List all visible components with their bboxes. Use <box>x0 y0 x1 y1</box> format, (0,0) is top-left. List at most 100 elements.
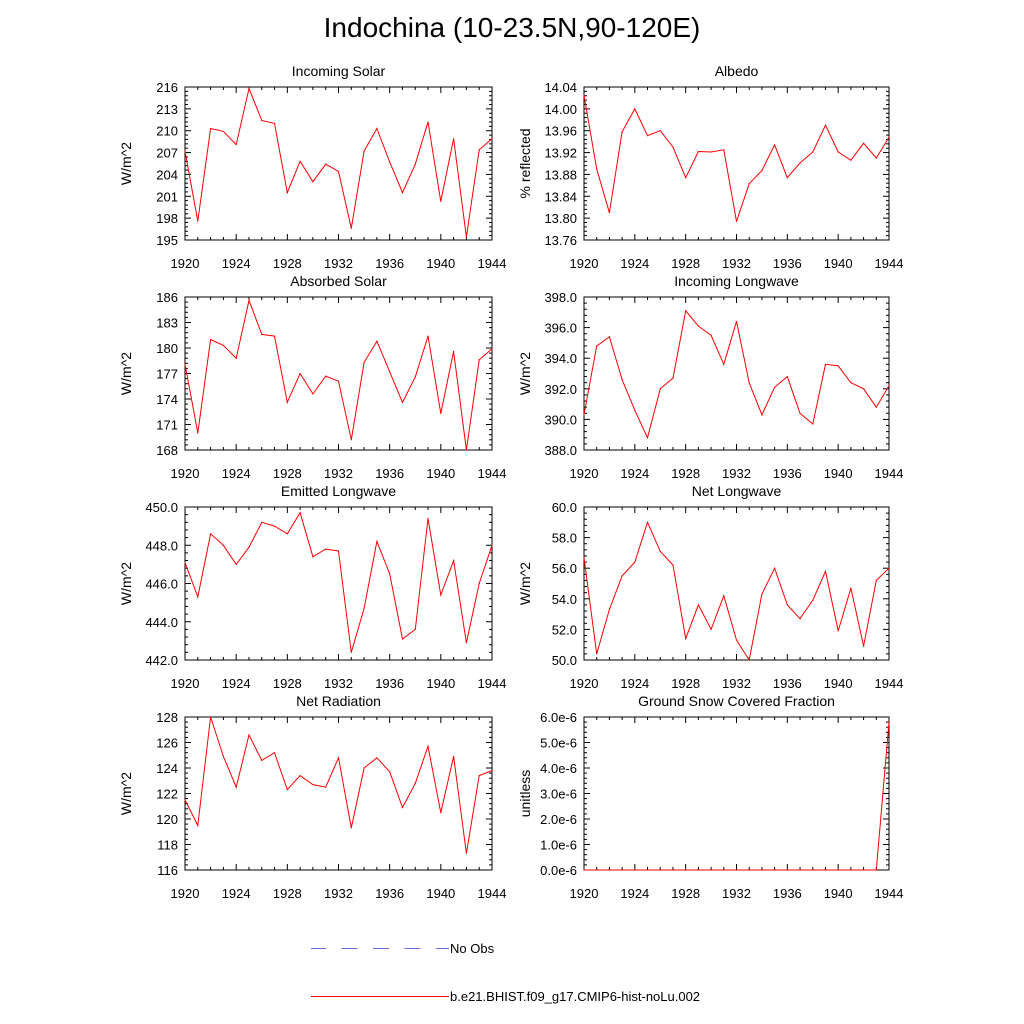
data-point <box>261 333 263 335</box>
x-tick-label: 1932 <box>722 466 751 481</box>
x-tick-label: 1928 <box>273 466 302 481</box>
data-point <box>248 87 250 90</box>
y-tick-label: 195 <box>156 233 178 248</box>
data-point <box>799 412 801 414</box>
data-point <box>596 168 598 170</box>
data-point <box>465 852 468 855</box>
data-point <box>723 363 725 365</box>
x-tick-label: 1940 <box>824 256 853 271</box>
y-tick-label: 5.0e-6 <box>540 736 577 751</box>
data-point <box>363 767 365 769</box>
data-point <box>608 212 611 214</box>
data-point <box>697 325 699 327</box>
data-point <box>209 716 212 718</box>
data-point <box>735 320 738 323</box>
data-point <box>786 177 788 179</box>
y-tick-label: 446.0 <box>145 577 178 592</box>
data-point <box>837 630 839 632</box>
data-point <box>325 548 327 550</box>
data-point <box>376 540 378 543</box>
x-tick-label: 1920 <box>570 886 599 901</box>
data-point <box>824 570 827 572</box>
data-point <box>465 236 468 238</box>
data-point <box>583 414 585 416</box>
plot-frame <box>184 86 493 241</box>
data-point <box>209 533 212 535</box>
x-tick-label: 1936 <box>375 886 404 901</box>
data-point <box>812 869 814 871</box>
data-point <box>184 363 186 365</box>
y-tick-label: 3.0e-6 <box>540 787 577 802</box>
data-point <box>672 564 674 566</box>
data-point <box>427 517 429 520</box>
y-tick-label: 186 <box>156 290 178 305</box>
figure-title: Indochina (10-23.5N,90-120E) <box>323 12 701 43</box>
x-tick-label: 1932 <box>722 676 751 691</box>
data-point <box>837 151 839 153</box>
data-point <box>414 376 416 378</box>
data-point <box>478 775 480 777</box>
y-tick-label: 13.92 <box>544 146 577 161</box>
data-point <box>453 559 455 562</box>
data-point <box>478 582 480 585</box>
data-point <box>197 432 199 434</box>
x-tick-label: 1932 <box>324 886 353 901</box>
x-tick-label: 1936 <box>773 466 802 481</box>
y-tick-label: 183 <box>156 316 178 331</box>
y-tick-label: 394.0 <box>544 351 577 366</box>
data-point <box>401 401 404 403</box>
y-tick-label: 204 <box>156 167 178 182</box>
data-point <box>685 177 687 179</box>
data-point <box>774 869 776 871</box>
data-point <box>478 359 480 361</box>
panel-title: Absorbed Solar <box>290 273 387 289</box>
data-point <box>376 340 378 342</box>
x-tick-label: 1944 <box>478 886 507 901</box>
x-tick-label: 1920 <box>171 676 200 691</box>
data-point <box>389 771 391 773</box>
legend-entry-model: b.e21.BHIST.f09_g17.CMIP6-hist-noLu.002 <box>311 989 700 1004</box>
data-point <box>401 638 404 640</box>
series-line <box>184 298 493 451</box>
x-tick-label: 1944 <box>478 466 507 481</box>
data-point <box>427 121 429 123</box>
data-point <box>824 363 827 365</box>
y-tick-label: 120 <box>156 812 178 827</box>
data-point <box>875 157 877 159</box>
data-point <box>862 142 865 144</box>
data-point <box>888 136 890 138</box>
data-point <box>862 388 865 390</box>
data-point <box>862 645 865 647</box>
data-point <box>774 386 776 388</box>
data-point <box>608 608 611 611</box>
data-point <box>184 799 186 801</box>
data-point <box>875 579 877 582</box>
data-point <box>697 869 699 871</box>
x-tick-label: 1920 <box>570 466 599 481</box>
data-point <box>273 335 276 337</box>
data-point <box>491 348 493 350</box>
data-point <box>672 377 674 379</box>
data-point <box>273 122 276 125</box>
data-point <box>672 146 674 148</box>
x-tick-label: 1920 <box>171 256 200 271</box>
y-tick-label: 174 <box>156 392 178 407</box>
x-tick-label: 1932 <box>722 886 751 901</box>
y-tick-label: 207 <box>156 146 178 161</box>
plot-frame <box>583 506 890 661</box>
data-point <box>774 567 776 569</box>
data-point <box>646 521 649 523</box>
data-point <box>350 651 352 653</box>
data-point <box>786 869 788 871</box>
data-point <box>723 595 725 597</box>
y-tick-label: 6.0e-6 <box>540 710 577 725</box>
data-point <box>299 160 301 162</box>
data-point <box>389 573 391 575</box>
y-tick-label: 201 <box>156 189 178 204</box>
data-point <box>812 599 814 601</box>
x-tick-label: 1936 <box>375 256 404 271</box>
x-tick-label: 1936 <box>375 466 404 481</box>
x-tick-label: 1928 <box>671 676 700 691</box>
data-point <box>850 159 852 161</box>
y-tick-label: 444.0 <box>145 615 178 630</box>
